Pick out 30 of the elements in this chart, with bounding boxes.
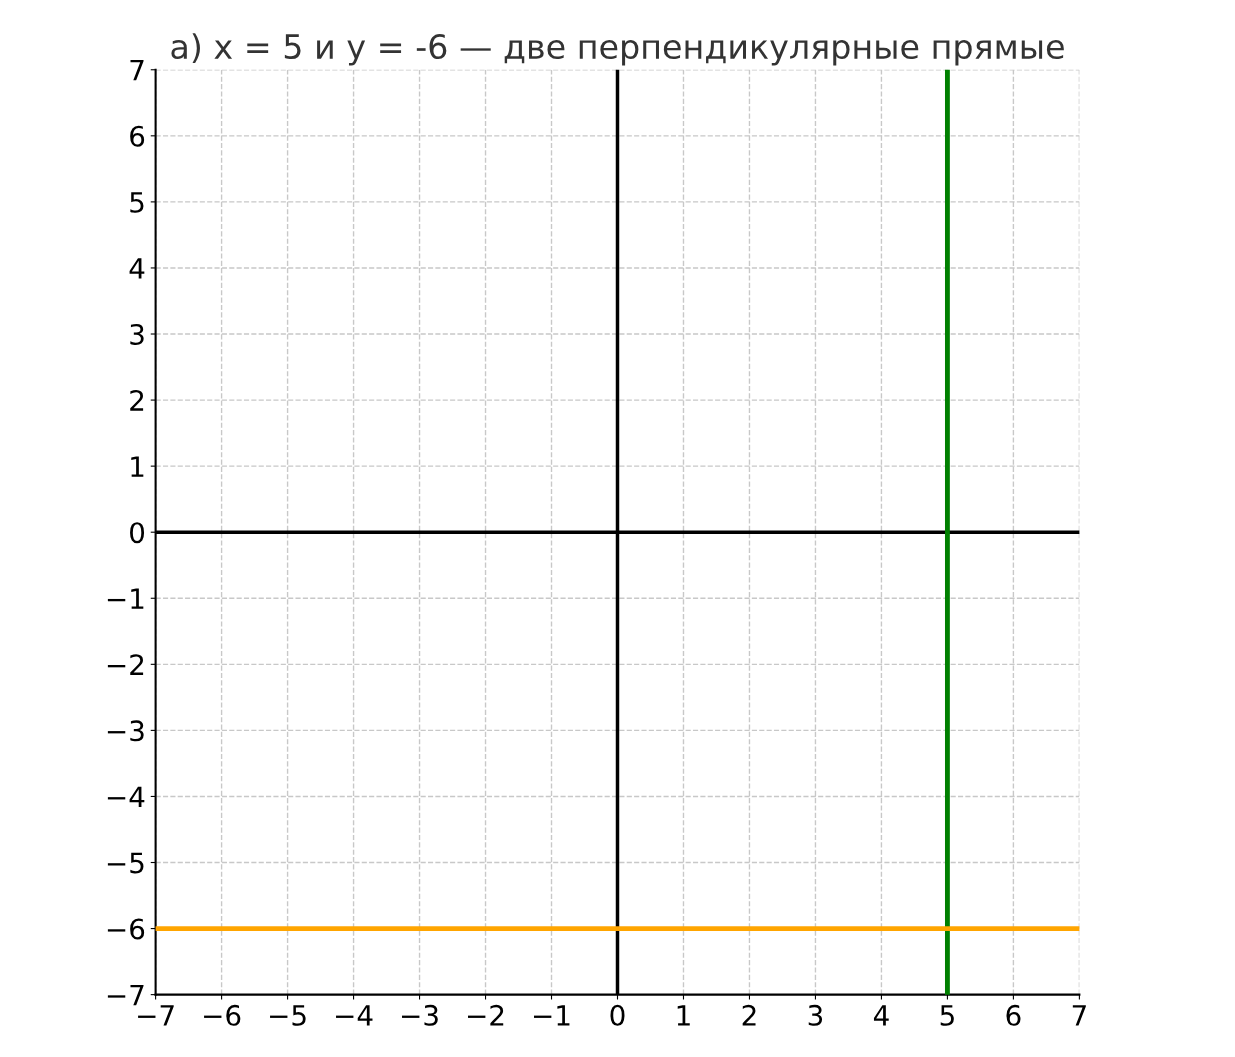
y-tick-label: −3 [107, 720, 144, 742]
x-tick-label: 0 [610, 1004, 625, 1026]
y-tick-label: 5 [130, 192, 144, 213]
x-tick-label: 6 [1006, 1004, 1021, 1026]
y-tick-label: −1 [107, 588, 144, 609]
y-tick-label: −4 [107, 786, 145, 807]
x-tick-label: 4 [873, 1005, 889, 1026]
y-tick-label: 7 [130, 60, 144, 81]
y-tick-label: 1 [131, 456, 144, 477]
x-tick-label: 1 [677, 1005, 690, 1026]
y-tick-label: −5 [107, 852, 144, 874]
x-tick-label: −1 [533, 1005, 570, 1026]
y-tick-label: −6 [107, 918, 145, 940]
y-tick-label: −2 [107, 654, 144, 675]
y-tick-label: 2 [130, 390, 144, 411]
y-tick-label: 3 [130, 323, 144, 345]
y-tick-label: −7 [107, 984, 144, 1006]
x-tick-label: 7 [1072, 1005, 1086, 1026]
y-tick-label: 6 [130, 125, 145, 147]
x-tick-label: −2 [468, 1004, 504, 1026]
x-tick-label: 2 [742, 1004, 756, 1026]
y-tick-label: 0 [130, 522, 145, 544]
x-tick-label: −3 [402, 1004, 438, 1026]
x-tick-label: −6 [204, 1004, 241, 1026]
x-tick-label: −4 [336, 1005, 373, 1026]
chart-title: а) x = 5 и y = -6 — две перпендикулярные прямые [171, 33, 1064, 66]
x-tick-label: 5 [940, 1005, 954, 1026]
y-tick-label: 4 [129, 258, 145, 279]
x-tick-label: 3 [808, 1004, 823, 1026]
x-tick-label: −5 [270, 1005, 306, 1026]
